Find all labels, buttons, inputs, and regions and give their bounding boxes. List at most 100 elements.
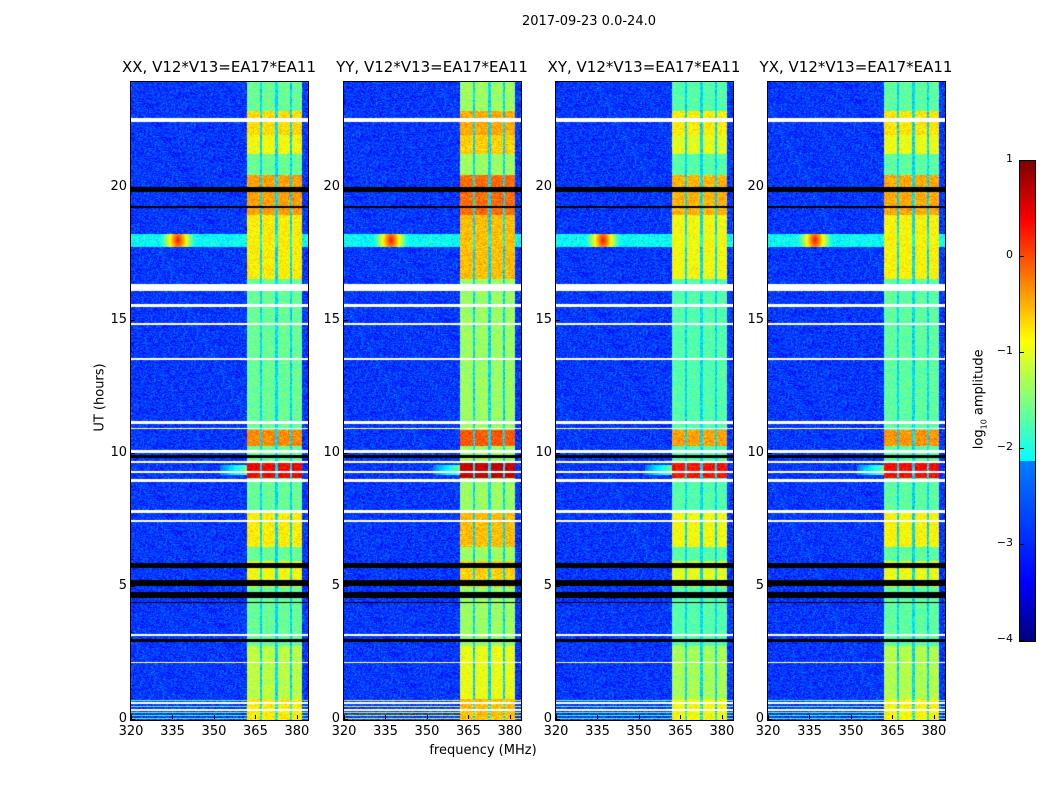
x-axis-label: frequency (MHz)	[429, 743, 537, 758]
x-tick-mark	[556, 715, 557, 719]
colorbar-tick-mark	[1020, 640, 1024, 641]
y-tick-mark	[556, 453, 560, 455]
x-tick-mark	[850, 715, 852, 719]
y-tick-mark	[131, 187, 135, 189]
x-tick-mark	[892, 715, 894, 719]
x-tick-mark	[933, 715, 935, 719]
y-tick-mark	[344, 719, 348, 720]
x-tick-label: 320	[755, 724, 781, 739]
x-tick-mark	[597, 715, 599, 719]
y-axis-label: UT (hours)	[92, 363, 108, 432]
x-tick-mark	[344, 715, 345, 719]
x-tick-label: 380	[709, 724, 735, 739]
colorbar-tick-label: −1	[996, 344, 1013, 357]
x-tick-mark	[385, 715, 387, 719]
y-tick-label: 20	[110, 179, 127, 195]
y-tick-mark	[344, 453, 348, 455]
y-tick-label: 10	[535, 445, 552, 461]
x-tick-label: 350	[414, 724, 440, 739]
y-tick-mark	[768, 453, 772, 455]
y-tick-mark	[556, 719, 560, 720]
x-tick-label: 335	[585, 724, 610, 739]
y-tick-label: 5	[543, 578, 552, 594]
x-tick-label: 320	[118, 724, 144, 739]
y-tick-label: 10	[323, 445, 340, 461]
y-tick-label: 20	[535, 179, 552, 195]
y-tick-label: 5	[118, 578, 127, 594]
x-tick-mark	[213, 715, 215, 719]
heatmap-panel-1	[343, 81, 522, 721]
x-tick-label: 320	[331, 724, 357, 739]
y-tick-label: 5	[755, 578, 764, 594]
colorbar-label-sub: 10	[979, 419, 989, 430]
y-tick-mark	[131, 586, 135, 588]
colorbar-tick-mark	[1020, 160, 1024, 161]
y-tick-label: 20	[323, 179, 340, 195]
heatmap-image-0	[131, 82, 308, 720]
x-tick-label: 380	[284, 724, 310, 739]
heatmap-image-2	[556, 82, 733, 720]
x-tick-mark	[172, 715, 174, 719]
colorbar-tick-mark	[1020, 544, 1024, 545]
y-tick-mark	[556, 187, 560, 189]
y-tick-label: 15	[110, 312, 127, 328]
x-tick-mark	[809, 715, 811, 719]
x-tick-mark	[426, 715, 428, 719]
y-tick-label: 15	[535, 312, 552, 328]
panel-title-1: YY, V12*V13=EA17*EA11	[336, 58, 528, 76]
colorbar-tick-label: −2	[996, 440, 1013, 453]
colorbar-tick-label: −4	[996, 632, 1013, 645]
x-tick-label: 365	[880, 724, 905, 739]
y-tick-label: 0	[118, 711, 127, 726]
y-tick-mark	[344, 187, 348, 189]
x-tick-mark	[131, 715, 132, 719]
colorbar	[1019, 160, 1036, 642]
y-tick-mark	[131, 320, 135, 322]
y-tick-label: 0	[331, 711, 340, 726]
figure-title: 2017-09-23 0.0-24.0	[522, 14, 656, 29]
y-tick-label: 5	[331, 578, 340, 594]
y-tick-mark	[768, 320, 772, 322]
x-tick-mark	[721, 715, 723, 719]
x-tick-mark	[509, 715, 511, 719]
x-tick-mark	[638, 715, 640, 719]
y-tick-label: 0	[543, 711, 552, 726]
x-tick-mark	[468, 715, 470, 719]
colorbar-tick-label: −3	[996, 536, 1013, 549]
colorbar-tick-mark	[1020, 256, 1024, 257]
colorbar-tick-label: 1	[1006, 152, 1013, 165]
colorbar-tick-mark	[1020, 448, 1024, 449]
y-tick-mark	[768, 719, 772, 720]
x-tick-label: 335	[797, 724, 822, 739]
y-tick-mark	[768, 586, 772, 588]
x-tick-label: 350	[838, 724, 864, 739]
colorbar-tick-mark	[1020, 352, 1024, 353]
y-tick-label: 10	[747, 445, 764, 461]
x-tick-label: 365	[456, 724, 481, 739]
x-tick-label: 365	[243, 724, 268, 739]
y-tick-mark	[556, 320, 560, 322]
x-tick-label: 350	[626, 724, 652, 739]
x-tick-mark	[768, 715, 769, 719]
x-tick-label: 365	[668, 724, 693, 739]
panel-title-0: XX, V12*V13=EA17*EA11	[121, 58, 316, 76]
y-tick-mark	[768, 187, 772, 189]
y-tick-label: 15	[323, 312, 340, 328]
y-tick-mark	[344, 320, 348, 322]
heatmap-image-3	[768, 82, 945, 720]
y-tick-mark	[131, 453, 135, 455]
x-tick-label: 335	[160, 724, 185, 739]
x-tick-mark	[680, 715, 682, 719]
colorbar-label-rest: amplitude	[971, 349, 987, 420]
y-tick-label: 20	[747, 179, 764, 195]
y-tick-mark	[344, 586, 348, 588]
y-tick-label: 0	[755, 711, 764, 726]
x-tick-mark	[296, 715, 298, 719]
x-tick-label: 380	[921, 724, 947, 739]
heatmap-panel-3	[767, 81, 946, 721]
x-tick-label: 350	[201, 724, 227, 739]
x-tick-mark	[255, 715, 257, 719]
heatmap-panel-2	[555, 81, 734, 721]
y-tick-label: 15	[747, 312, 764, 328]
